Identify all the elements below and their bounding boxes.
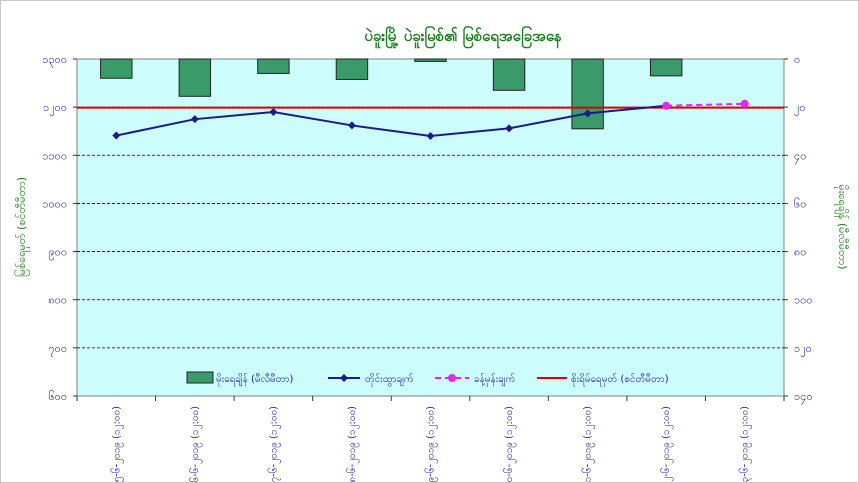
- x-tick-label: ၆-၆-၂၀၁၉ (၁၂:၀၀): [188, 406, 203, 482]
- right-tick-label: ၆၀: [794, 197, 806, 210]
- observed-level-point: [347, 121, 356, 130]
- observed-level-point: [112, 131, 121, 140]
- left-tick-label: ၁၀၀၀: [42, 197, 67, 210]
- water-level-lines: [112, 99, 749, 141]
- legend-label-rain: မိုးရေချိန် (မီလီမီတာ): [216, 372, 294, 387]
- observed-level-point: [583, 109, 592, 118]
- chart-title: ပဲခူးမြို့ ပဲခူးမြစ်၏ မြစ်ရေအခြေအနေ: [364, 25, 562, 49]
- rainfall-bar: [257, 58, 290, 74]
- right-tick-label: ၁၂၀: [794, 342, 812, 357]
- plot-area: [76, 58, 785, 397]
- rainfall-bar: [649, 58, 683, 77]
- left-axis-label: မြစ်ရေမှတ် (စင်တီမီတာ): [14, 177, 30, 277]
- x-tick-label: ၅-၆-၂၀၁၉ (၁၂:၀၀): [109, 406, 124, 482]
- observed-level-point: [505, 124, 514, 133]
- observed-level-point: [426, 132, 435, 141]
- legend-swatch-rain: [186, 371, 214, 384]
- x-tick-label: ၁၁-၆-၂၀၁၉ (၁၂:၀၀): [581, 406, 596, 482]
- observed-level-line: [116, 104, 667, 138]
- x-tick-label: ၈-၆-၂၀၁၉ (၁၂:၀၀): [345, 406, 360, 482]
- right-tick-label: ၈၀: [794, 246, 806, 259]
- legend-label-danger: စိုးရိမ်ရေမှတ် (စင်တီမီတာ): [571, 372, 669, 387]
- left-axis-ticks: ၆၀၀ ၇၀၀ ၈၀၀ ၉၀၀ ၁၀၀၀ ၁၁၀၀ ၁၂၀၀ ၁၃၀၀: [42, 53, 77, 403]
- rainfall-bar: [492, 58, 526, 91]
- forecast-level-point: [662, 101, 671, 110]
- right-tick-label: ၂၀: [794, 101, 806, 116]
- left-tick-label: ၆၀၀: [48, 390, 67, 403]
- legend-label-forecast: ခန့်မှန်းချက်: [474, 372, 515, 387]
- forecast-level-line: [666, 102, 745, 107]
- left-tick-label: ၇၀၀: [48, 342, 67, 357]
- legend-marker-observed: [340, 374, 348, 382]
- right-tick-label: ၄၀: [794, 149, 806, 164]
- x-tick-label: ၉-၆-၂၀၁၉ (၁၂:၀၀): [424, 406, 439, 482]
- left-tick-label: ၁၂၀၀: [43, 101, 67, 116]
- rainfall-bar: [571, 58, 604, 130]
- left-tick-label: ၉၀၀: [48, 246, 67, 261]
- right-tick-label: ၁၀၀: [794, 294, 813, 307]
- x-axis-ticks: ၅-၆-၂၀၁၉ (၁၂:၀၀) ၆-၆-၂၀၁၉ (၁၂:၀၀) ၇-၆-၂၀၁၉…: [76, 396, 785, 482]
- rainfall-bar: [178, 58, 212, 97]
- right-tick-label: ၁၄၀: [794, 390, 813, 405]
- x-tick-label: ၁၀-၆-၂၀၁၉ (၁၂:၀၀): [502, 406, 517, 482]
- observed-level-point: [190, 115, 199, 124]
- forecast-level-point: [740, 99, 749, 108]
- left-tick-label: ၈၀၀: [48, 294, 67, 307]
- legend-marker-forecast: [448, 374, 456, 382]
- left-tick-label: ၁၃၀၀: [42, 53, 67, 68]
- x-tick-label: ၁၃-၆-၂၀၁၉ (၁၂:၀၀): [738, 406, 753, 482]
- rainfall-bar: [414, 58, 447, 62]
- x-tick-label: ၇-၆-၂၀၁၉ (၁၂:၀၀): [266, 406, 281, 482]
- left-tick-label: ၁၁၀၀: [42, 149, 67, 162]
- x-tick-label: ၁၂-၆-၂၀၁၉ (၁၂:၀၀): [659, 406, 674, 482]
- legend-label-observed: တိုင်းထွာချက်: [365, 372, 414, 387]
- observed-level-point: [269, 107, 278, 116]
- right-tick-label: ၀: [794, 53, 800, 66]
- rainfall-bar: [100, 58, 133, 79]
- rainfall-bar: [335, 58, 369, 80]
- right-axis-label: မိုးရေချိန် (မီလီမီတာ): [834, 184, 849, 269]
- legend: မိုးရေချိန် (မီလီမီတာ) တိုင်းထွာချက် ခန့်မ…: [186, 371, 669, 387]
